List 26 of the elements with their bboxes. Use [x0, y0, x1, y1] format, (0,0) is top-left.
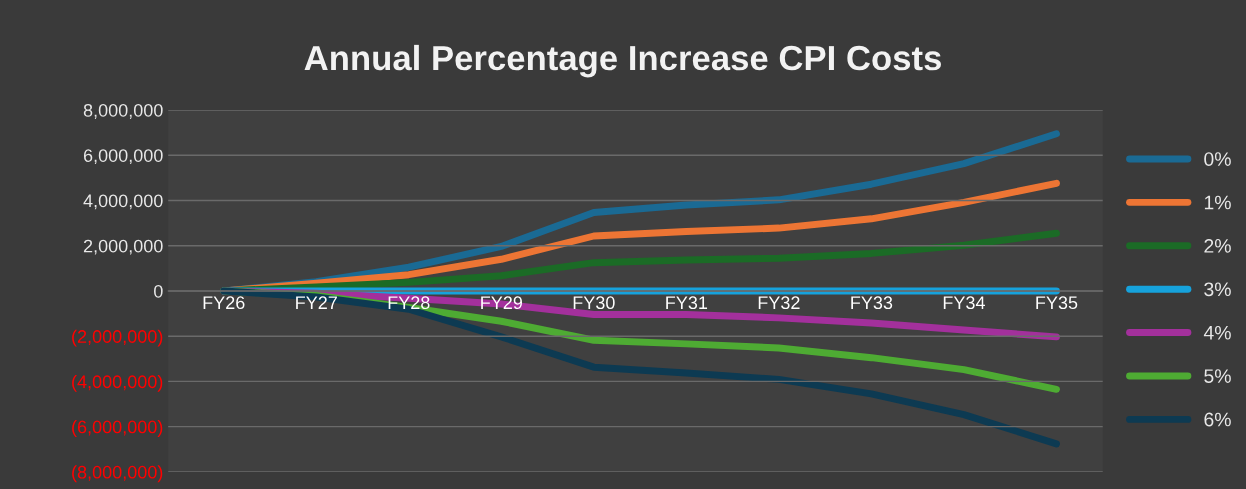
- chart-title: Annual Percentage Increase CPI Costs: [304, 44, 941, 78]
- legend-label: 2%: [1204, 239, 1231, 253]
- legend-label: 4%: [1203, 325, 1231, 340]
- x-tick-label: FY31: [666, 296, 708, 310]
- y-tick-label: 4,000,000: [83, 194, 163, 210]
- x-tick-label: FY30: [573, 296, 615, 310]
- x-tick-label: FY32: [758, 296, 800, 310]
- legend-label: 5%: [1204, 369, 1231, 383]
- y-tick-label: 6,000,000: [83, 149, 163, 165]
- y-tick-label: 0: [154, 284, 163, 298]
- x-tick-label: FY35: [1036, 296, 1078, 310]
- legend-label: 3%: [1204, 282, 1231, 297]
- x-tick-label: FY34: [943, 296, 985, 310]
- y-tick-label: 8,000,000: [83, 103, 163, 119]
- y-tick-label: (6,000,000): [72, 420, 163, 437]
- legend-label: 6%: [1204, 412, 1231, 427]
- legend-label: 1%: [1204, 195, 1231, 210]
- x-tick-label: FY33: [851, 296, 893, 310]
- y-tick-label: (2,000,000): [72, 329, 163, 347]
- y-tick-label: (4,000,000): [72, 374, 163, 392]
- x-tick-label: FY29: [481, 296, 523, 310]
- y-tick-label: 2,000,000: [83, 239, 163, 255]
- legend-label: 0%: [1204, 152, 1231, 166]
- x-tick-label: FY26: [203, 296, 245, 310]
- y-tick-label: (8,000,000): [72, 465, 163, 483]
- x-tick-label: FY27: [296, 296, 337, 309]
